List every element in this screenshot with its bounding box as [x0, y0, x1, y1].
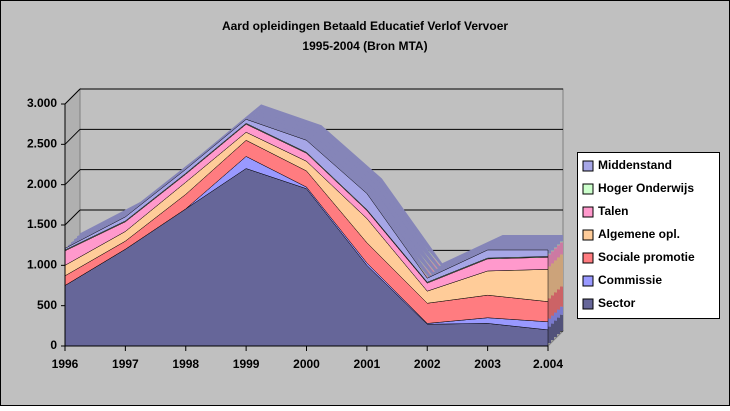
- chart-subtitle: 1995-2004 (Bron MTA): [302, 39, 427, 53]
- y-tick-label: 0: [50, 338, 57, 352]
- grid-line: [64, 209, 81, 226]
- legend-swatch: [582, 229, 594, 241]
- legend-label: Sociale promotie: [598, 250, 695, 264]
- x-tick-label: 1998: [172, 357, 199, 371]
- y-tick-label: 3.000: [27, 96, 57, 110]
- y-tick-label: 2.000: [27, 177, 57, 191]
- legend-label: Talen: [598, 204, 628, 218]
- legend-label: Sector: [598, 296, 636, 310]
- legend: [577, 152, 720, 319]
- legend-swatch: [582, 160, 594, 172]
- legend-swatch: [582, 298, 594, 310]
- legend-label: Algemene opl.: [598, 227, 680, 241]
- legend-label: Hoger Onderwijs: [598, 181, 694, 195]
- x-tick-label: 2000: [293, 357, 320, 371]
- x-tick-label: 1997: [112, 357, 139, 371]
- legend-label: Commissie: [598, 273, 662, 287]
- area: [64, 119, 549, 283]
- grid-line: [64, 88, 81, 105]
- x-tick-label: 2003: [474, 357, 501, 371]
- y-tick-label: 2.500: [27, 137, 57, 151]
- legend-swatch: [582, 275, 594, 287]
- x-tick-label: 2002: [414, 357, 441, 371]
- grid-line: [64, 169, 81, 186]
- x-tick-label: 1996: [52, 357, 79, 371]
- y-tick-label: 500: [37, 298, 57, 312]
- legend-swatch: [582, 183, 594, 195]
- legend-swatch: [582, 252, 594, 264]
- x-tick-label: 2.004: [533, 357, 563, 371]
- x-tick-label: 2001: [354, 357, 381, 371]
- grid-line: [64, 128, 81, 145]
- legend-swatch: [582, 206, 594, 218]
- x-tick-label: 1999: [233, 357, 260, 371]
- y-tick-label: 1.000: [27, 258, 57, 272]
- chart-title: Aard opleidingen Betaald Educatief Verlo…: [222, 19, 508, 33]
- y-tick-label: 1.500: [27, 217, 57, 231]
- legend-label: Middenstand: [598, 158, 672, 172]
